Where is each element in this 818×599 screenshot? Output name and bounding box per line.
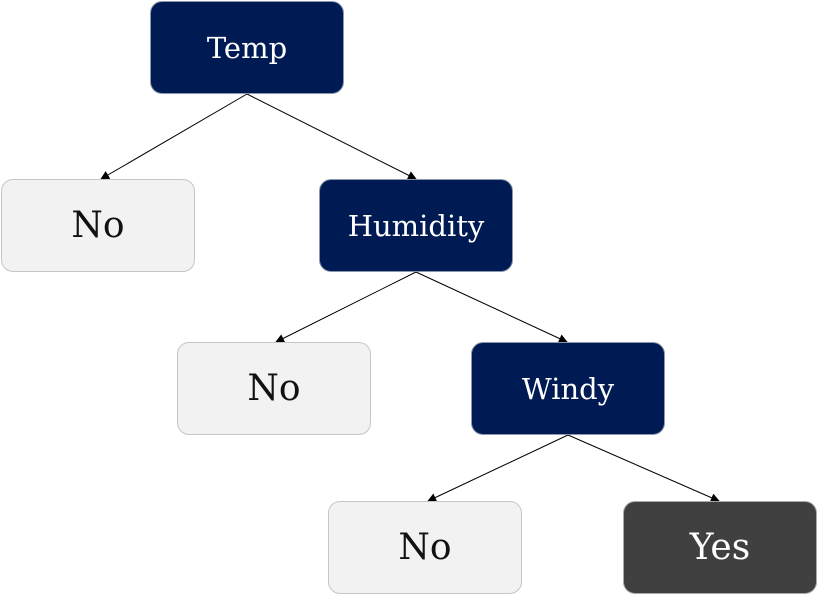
edge-temp-humidity: [246, 93, 417, 180]
node-leaf-no-1-label: No: [71, 205, 125, 246]
node-humidity: Humidity: [319, 179, 513, 272]
edge-windy-no3: [427, 434, 569, 502]
node-leaf-no-3: No: [328, 501, 522, 594]
node-leaf-no-3-label: No: [398, 527, 452, 568]
edge-temp-no1: [100, 93, 248, 180]
node-temp: Temp: [150, 1, 344, 94]
node-humidity-label: Humidity: [347, 208, 485, 243]
node-windy: Windy: [471, 342, 665, 435]
node-leaf-no-1: No: [1, 179, 195, 272]
edge-windy-yes: [567, 434, 720, 502]
node-leaf-yes: Yes: [623, 501, 817, 594]
edge-humidity-no2: [275, 271, 417, 343]
node-windy-label: Windy: [521, 371, 615, 406]
edge-humidity-windy: [415, 271, 568, 343]
node-leaf-no-2-label: No: [247, 368, 301, 409]
node-leaf-no-2: No: [177, 342, 371, 435]
node-temp-label: Temp: [206, 30, 288, 65]
node-leaf-yes-label: Yes: [689, 527, 751, 568]
